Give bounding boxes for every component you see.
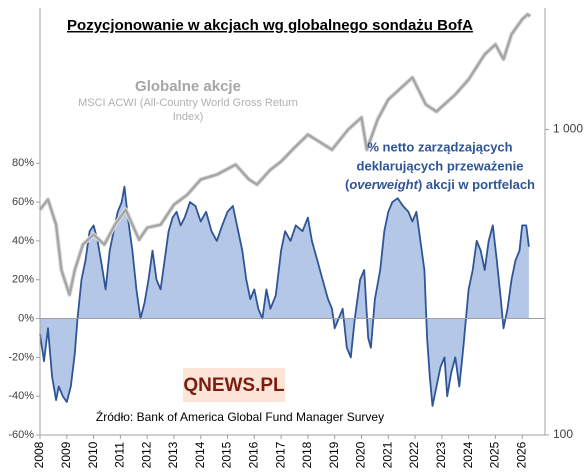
x-tick-label: 2021 <box>380 441 394 468</box>
x-tick-label: 2026 <box>514 441 528 468</box>
annotation-part: ) akcji w portfelach <box>418 177 535 192</box>
logo: QNEWS.PL <box>183 375 285 396</box>
y-tick-label: 20% <box>12 274 34 286</box>
x-tick-label: 2008 <box>32 441 46 468</box>
source: Źródło: Bank of America Global Fund Mana… <box>96 409 384 424</box>
x-tick-label: 2010 <box>86 441 100 468</box>
x-tick-label: 2020 <box>354 441 368 468</box>
x-tick-label: 2013 <box>166 441 180 468</box>
x-tick-label: 2015 <box>220 441 234 468</box>
y-tick-label: 0% <box>18 312 34 324</box>
x-tick-label: 2025 <box>488 441 502 468</box>
y-tick-label: 60% <box>12 196 34 208</box>
line <box>39 13 531 296</box>
y2-tick-label: 100 <box>553 427 573 441</box>
x-tick-label: 2023 <box>434 441 448 468</box>
annotation-line: deklarujących przeważenie <box>357 158 524 173</box>
x-tick-label: 2011 <box>113 442 127 468</box>
x-tick-label: 2022 <box>407 441 421 468</box>
annotation-line: (overweight) akcji w portfelach <box>345 177 535 192</box>
series-sublabel-box: MSCI ACWI (All-Country World Gross Retur… <box>78 97 298 123</box>
x-tick-label: 2019 <box>327 441 341 468</box>
x-tick-label: 2016 <box>246 441 260 468</box>
y-tick-label: -40% <box>8 390 34 402</box>
logo-box <box>183 368 285 402</box>
annotation: % netto zarządzających deklarujących prz… <box>345 139 535 192</box>
x-tick-label: 2009 <box>59 441 73 468</box>
x-tick-label: 2024 <box>461 441 475 468</box>
y-tick-label: 40% <box>12 235 34 247</box>
y-tick-label: -60% <box>8 429 34 441</box>
plot: -60% -40% -20% 0% 20% 40% 60% 80% 100 1 000 2008 20… <box>8 8 583 468</box>
y-tick-label: -20% <box>8 351 34 363</box>
annotation-part: ( <box>345 177 350 192</box>
series-sublabel: MSCI ACWI (All-Country World Gross Retur… <box>78 97 298 123</box>
y2-tick-label: 1 000 <box>553 122 583 136</box>
annotation-line: % netto zarządzających <box>367 139 512 154</box>
x-tick-label: 2014 <box>193 441 207 468</box>
series-label: Globalne akcje <box>135 78 241 95</box>
x-tick-label: 2012 <box>139 441 153 468</box>
x-tick-label: 2018 <box>300 441 314 468</box>
y-tick-label: 80% <box>12 157 34 169</box>
area <box>40 186 529 406</box>
annotation-part: overweight <box>349 177 418 192</box>
x-tick-label: 2017 <box>273 441 287 468</box>
chart-title: Pozycjonowanie w akcjach wg globalnego s… <box>67 17 473 34</box>
